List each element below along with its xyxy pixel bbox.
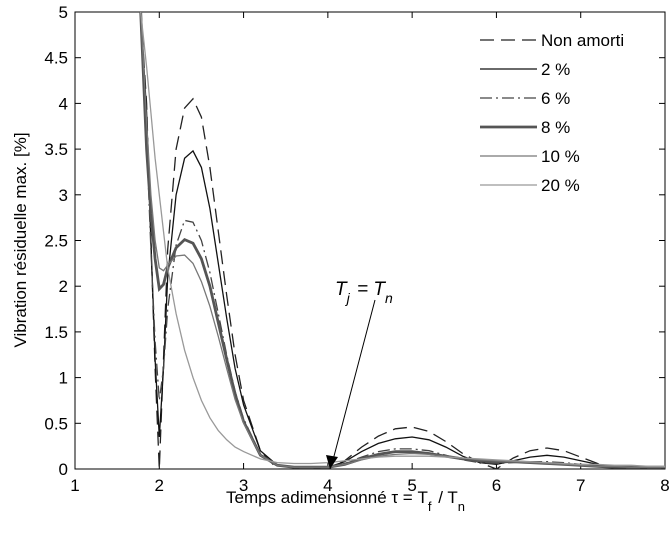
y-tick-label: 5 (59, 3, 68, 22)
x-tick-label: 3 (239, 476, 248, 495)
series-line-2 (140, 12, 665, 468)
x-tick-label: 7 (576, 476, 585, 495)
y-tick-label: 2 (59, 277, 68, 296)
y-tick-label: 3 (59, 186, 68, 205)
legend-label-1: 2 % (541, 60, 570, 79)
y-tick-label: 2.5 (44, 232, 68, 251)
x-tick-label: 1 (70, 476, 79, 495)
y-tick-label: 4 (59, 94, 68, 113)
annotation-arrowhead (326, 455, 338, 469)
legend-label-0: Non amorti (541, 31, 624, 50)
x-tick-label: 8 (660, 476, 669, 495)
plot-area (74, 11, 666, 470)
y-tick-label: 1.5 (44, 323, 68, 342)
legend-label-4: 10 % (541, 147, 580, 166)
series-line-5 (140, 12, 665, 467)
series-line-0 (140, 12, 665, 469)
legend-label-2: 6 % (541, 89, 570, 108)
y-tick-label: 4.5 (44, 49, 68, 68)
x-tick-label: 5 (407, 476, 416, 495)
y-tick-label: 0 (59, 460, 68, 479)
x-axis-label: Temps adimensionné τ = Tf / Tn (226, 488, 465, 514)
x-tick-labels: 1 2 3 4 5 6 7 8 (70, 476, 669, 495)
y-axis-label: Vibration résiduelle max. [%] (11, 132, 30, 347)
y-tick-label: 3.5 (44, 140, 68, 159)
x-tick-label: 6 (492, 476, 501, 495)
y-tick-labels: 0 0.5 1 1.5 2 2.5 3 3.5 4 4.5 5 (44, 3, 68, 479)
y-tick-label: 1 (59, 369, 68, 388)
x-tick-label: 4 (323, 476, 332, 495)
y-tick-label: 0.5 (44, 414, 68, 433)
series-line-4 (140, 12, 665, 468)
legend: Non amorti 2 % 6 % 8 % 10 % 20 % (480, 31, 624, 195)
legend-label-3: 8 % (541, 118, 570, 137)
annotation-arrow-line (332, 299, 376, 461)
legend-label-5: 20 % (541, 176, 580, 195)
x-tick-label: 2 (155, 476, 164, 495)
series-lines (139, 12, 665, 469)
